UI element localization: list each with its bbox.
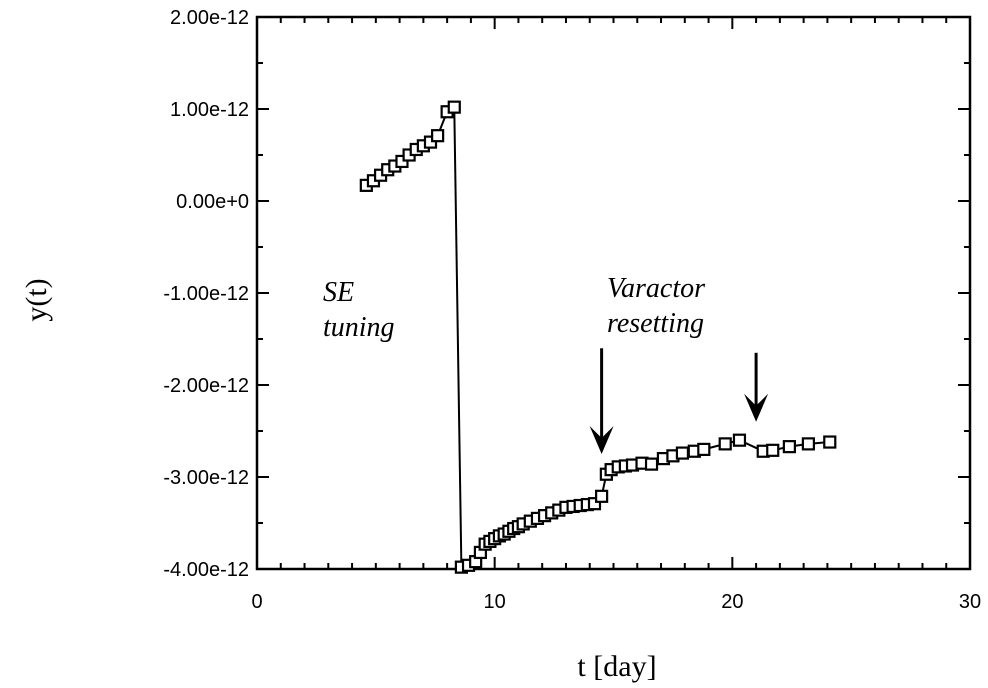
data-point (766, 443, 780, 457)
data-series (359, 100, 837, 574)
axis-ticks: 0 10 20 30 2.00e-12 1.00e-12 0.00e+0 -1.00e-12 -… (163, 7, 981, 613)
y-tick-label: 0.00e+0 (176, 191, 249, 213)
annotation-label: SE tuning (323, 277, 395, 343)
x-tick-label: 30 (959, 591, 981, 613)
y-tick-label: -3.00e-12 (163, 467, 249, 489)
annotation-line: resetting (607, 308, 704, 339)
data-point (587, 497, 602, 511)
data-point (431, 129, 445, 143)
annotation-label: Varactor resetting (607, 273, 705, 339)
y-tick-label: -2.00e-12 (163, 375, 249, 397)
annotation-line: SE (323, 277, 354, 308)
annotations: SE tuning Varactor resetting (323, 273, 769, 454)
y-axis-label: y(t) (20, 278, 53, 321)
y-tick-label: -4.00e-12 (163, 559, 249, 581)
x-axis-label: t [day] (577, 650, 656, 683)
data-point (644, 457, 659, 471)
axes: 0 10 20 30 2.00e-12 1.00e-12 0.00e+0 -1.00e-12 -… (163, 7, 981, 613)
data-point (801, 437, 815, 451)
x-tick-label: 0 (251, 591, 262, 613)
data-point (675, 446, 690, 460)
data-point (732, 433, 747, 447)
y-tick-label: 1.00e-12 (170, 99, 249, 121)
data-point (595, 489, 609, 503)
data-point (718, 437, 732, 451)
annotation-line: tuning (323, 312, 395, 343)
annotation-line: Varactor (607, 273, 705, 304)
arrow-head (744, 393, 769, 422)
data-point (447, 100, 461, 114)
y-tick-label: -1.00e-12 (163, 283, 249, 305)
arrow-head (589, 426, 614, 454)
x-tick-label: 10 (484, 591, 506, 613)
data-point (782, 440, 796, 454)
x-tick-label: 20 (721, 591, 743, 613)
y-tick-label: 2.00e-12 (170, 7, 249, 29)
data-point (823, 435, 837, 449)
data-point (697, 442, 711, 456)
